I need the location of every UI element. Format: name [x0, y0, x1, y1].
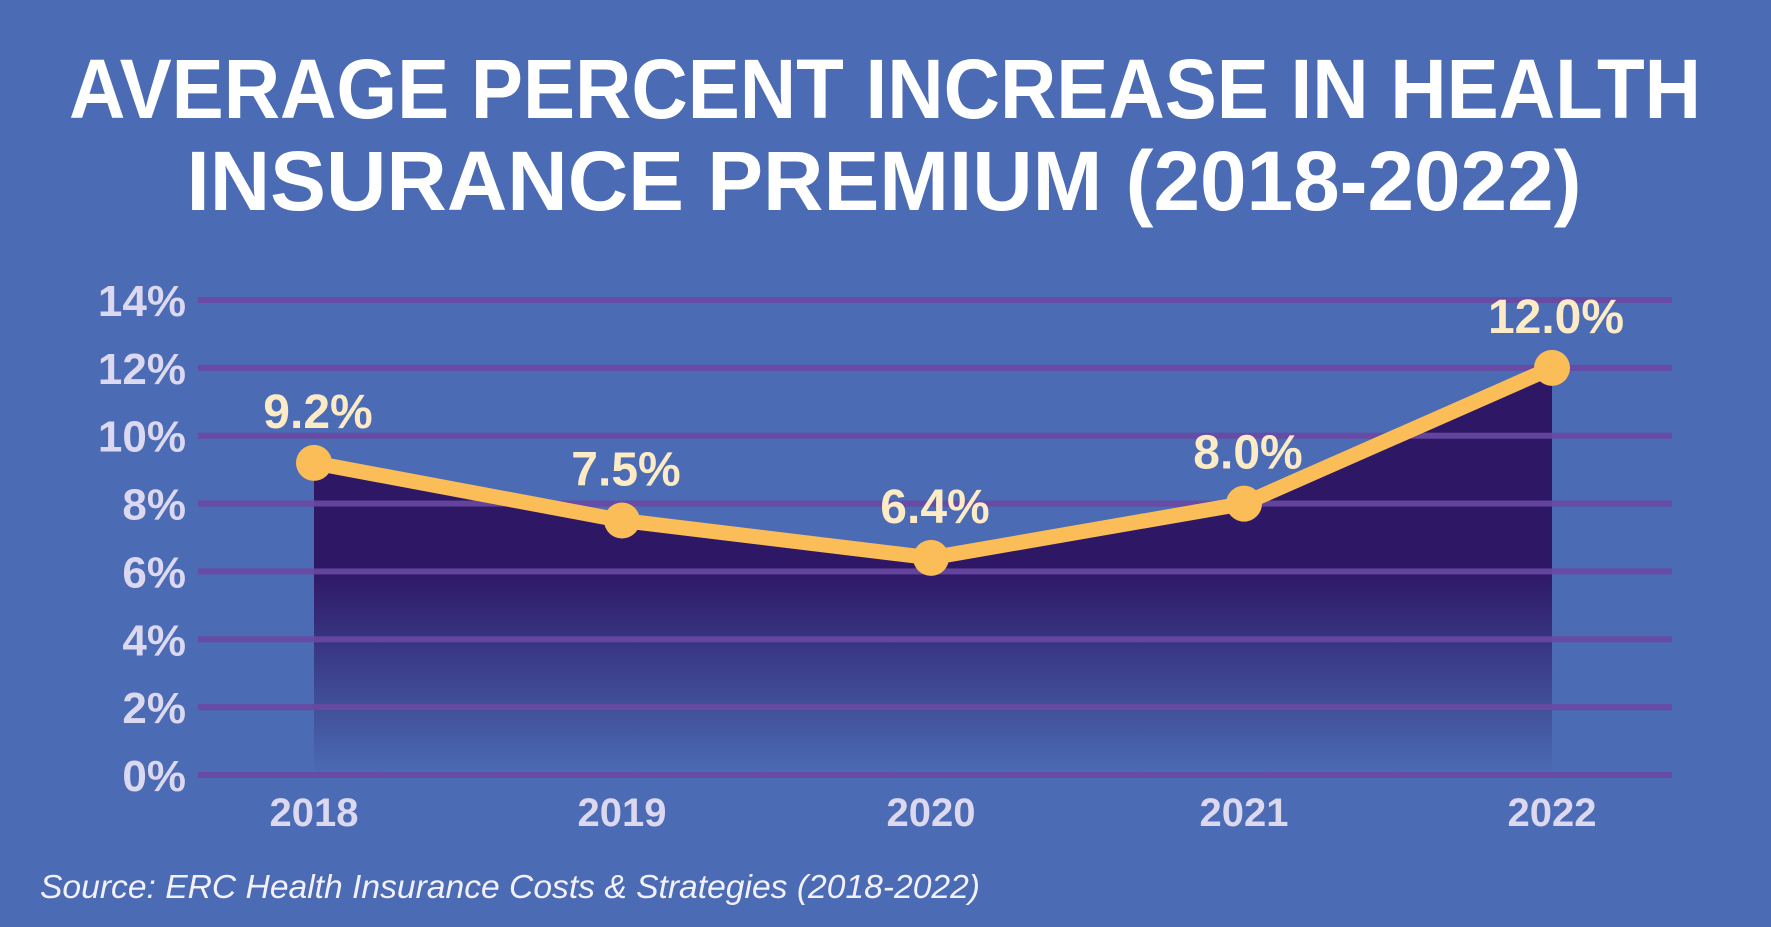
gridline [198, 297, 1672, 303]
gridline [198, 704, 1672, 711]
x-tick-label: 2019 [578, 791, 667, 835]
y-tick-label: 0% [122, 752, 186, 801]
chart-title-line-2: INSURANCE PREMIUM (2018-2022) [187, 134, 1582, 228]
y-tick-label: 4% [122, 616, 186, 665]
data-label: 6.4% [880, 481, 989, 534]
gridline [198, 772, 1672, 778]
gridline [198, 364, 1672, 371]
y-tick-label: 12% [98, 345, 186, 394]
data-label: 9.2% [263, 386, 372, 439]
data-point [1534, 349, 1570, 386]
y-tick-label: 6% [122, 548, 186, 597]
x-tick-label: 2022 [1508, 791, 1597, 835]
gridline [198, 500, 1672, 507]
y-tick-label: 14% [98, 277, 186, 326]
y-tick-label: 2% [122, 684, 186, 733]
data-point [1226, 485, 1262, 522]
gridline [198, 636, 1672, 643]
data-point [604, 502, 640, 539]
y-tick-label: 10% [98, 413, 186, 462]
x-tick-label: 2020 [887, 791, 976, 835]
source-note: Source: ERC Health Insurance Costs & Str… [40, 868, 980, 905]
data-label: 12.0% [1488, 291, 1624, 344]
gridline [198, 432, 1672, 439]
data-label: 8.0% [1193, 427, 1302, 480]
data-point [296, 444, 332, 481]
chart-title-line-1: AVERAGE PERCENT INCREASE IN HEALTH [69, 42, 1701, 136]
x-tick-label: 2021 [1200, 791, 1289, 835]
y-tick-label: 8% [122, 481, 186, 530]
data-point [913, 539, 949, 576]
data-label: 7.5% [571, 444, 680, 497]
x-tick-label: 2018 [270, 791, 359, 835]
